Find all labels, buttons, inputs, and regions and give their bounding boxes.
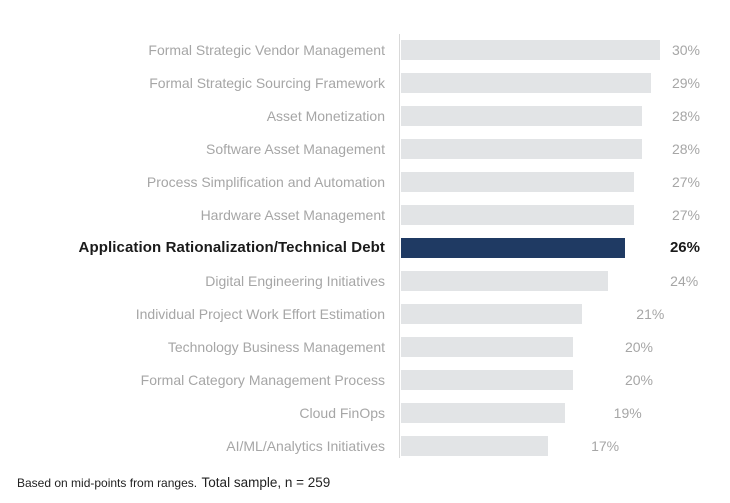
bar-row: AI/ML/Analytics Initiatives 17%: [0, 436, 730, 456]
category-label: Formal Category Management Process: [140, 372, 385, 388]
category-label: Process Simplification and Automation: [146, 174, 385, 190]
category-label: Technology Business Management: [167, 339, 385, 355]
value-label: 27%: [671, 174, 700, 190]
bar: [401, 106, 643, 126]
bar-row: Formal Category Management Process 20%: [0, 370, 730, 390]
value-label: 28%: [671, 141, 700, 157]
bar: [401, 304, 582, 324]
highlighted-bar: [401, 238, 626, 258]
bar-row: Technology Business Management 20%: [0, 337, 730, 357]
value-label: 21%: [636, 306, 665, 322]
value-label: 20%: [624, 372, 653, 388]
footnote-source-text: Based on mid-points from ranges.: [17, 476, 198, 490]
category-label: Digital Engineering Initiatives: [205, 273, 385, 289]
category-label: Formal Strategic Vendor Management: [148, 42, 385, 58]
bar: [401, 436, 548, 456]
bar-row-highlighted: Application Rationalization/Technical De…: [0, 238, 730, 258]
bar-row: Hardware Asset Management 27%: [0, 205, 730, 225]
value-label: 28%: [671, 108, 700, 124]
bar: [401, 139, 643, 159]
value-label: 29%: [671, 75, 700, 91]
bar-row: Formal Strategic Vendor Management 30%: [0, 40, 730, 60]
bar: [401, 40, 660, 60]
bar: [401, 73, 651, 93]
bar: [401, 271, 608, 291]
category-label: Application Rationalization/Technical De…: [78, 239, 385, 256]
bar: [401, 337, 574, 357]
value-label: 27%: [671, 207, 700, 223]
value-label: 19%: [613, 405, 642, 421]
bar: [401, 172, 634, 192]
footnote: Based on mid-points from ranges. Total s…: [17, 474, 330, 492]
bar-row: Digital Engineering Initiatives 24%: [0, 271, 730, 291]
bar-row: Cloud FinOps 19%: [0, 403, 730, 423]
bar-row: Individual Project Work Effort Estimatio…: [0, 304, 730, 324]
value-label: 30%: [671, 42, 700, 58]
category-label: Cloud FinOps: [299, 405, 385, 421]
category-label: Asset Monetization: [266, 108, 385, 124]
value-label: 24%: [670, 273, 699, 289]
category-label: Formal Strategic Sourcing Framework: [149, 75, 385, 91]
footnote-sample-size: Total sample, n = 259: [201, 475, 331, 490]
category-label: AI/ML/Analytics Initiatives: [226, 438, 385, 454]
bar: [401, 205, 634, 225]
category-label: Individual Project Work Effort Estimatio…: [135, 306, 385, 322]
category-label: Software Asset Management: [206, 141, 385, 157]
bar-row: Software Asset Management 28%: [0, 139, 730, 159]
category-label: Hardware Asset Management: [200, 207, 385, 223]
bar-row: Process Simplification and Automation 27%: [0, 172, 730, 192]
bar-row: Formal Strategic Sourcing Framework 29%: [0, 73, 730, 93]
bar: [401, 370, 574, 390]
category-axis-line: [399, 34, 400, 458]
value-label: 26%: [669, 239, 700, 256]
value-label: 17%: [591, 438, 620, 454]
bar: [401, 403, 565, 423]
bar-row: Asset Monetization 28%: [0, 106, 730, 126]
value-label: 20%: [624, 339, 653, 355]
